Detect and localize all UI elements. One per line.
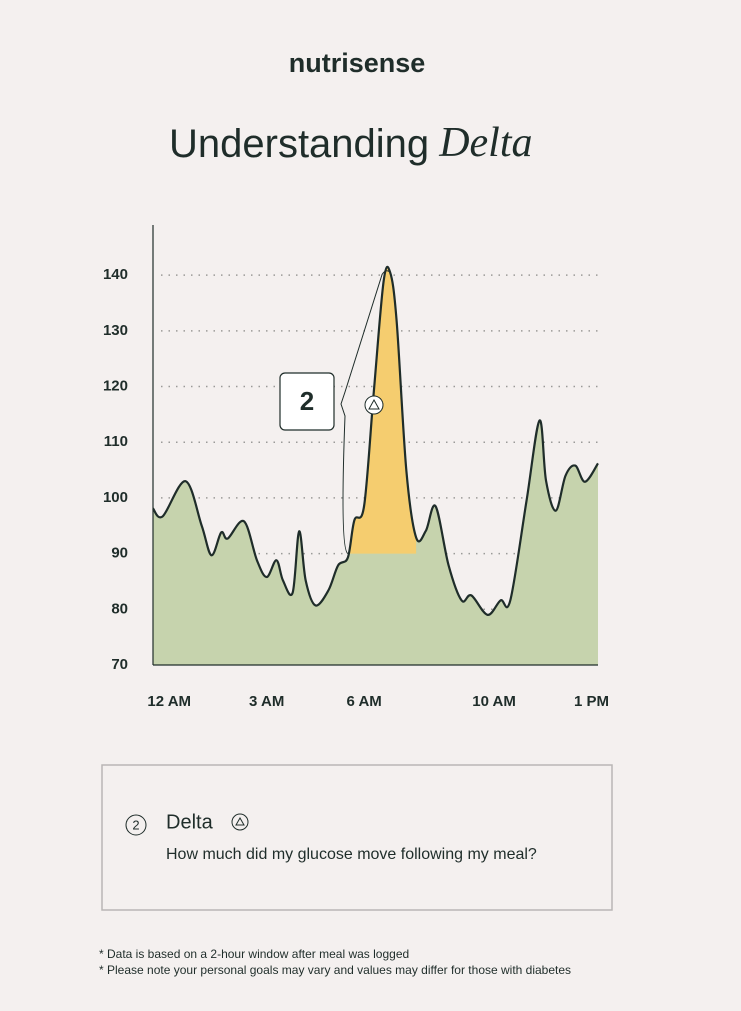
note-box (101, 764, 613, 911)
y-tick-label: 100 (103, 489, 128, 506)
chart: 70 80 90 100 110 120 130 140 12 AM 3 AM 6 AM 10 AM 1… (103, 225, 609, 710)
bracket (340, 270, 391, 555)
footnote: * Please note your personal goals may va… (99, 963, 571, 977)
x-tick-label: 6 AM (346, 693, 381, 710)
x-tick-label: 10 AM (472, 693, 516, 710)
y-tick-label: 90 (111, 545, 128, 562)
x-tick-label: 12 AM (147, 693, 191, 710)
annotation-box (279, 372, 335, 431)
y-tick-label: 70 (111, 656, 128, 673)
y-tick-label: 80 (111, 600, 128, 617)
line (152, 265, 599, 616)
y-tick-label: 110 (104, 433, 128, 450)
delta-icon-triangle (235, 816, 245, 826)
delta-icon (231, 813, 249, 831)
y-tick-label: 120 (103, 377, 128, 394)
title: Understanding Delta (169, 120, 533, 166)
annotation-label: 2 (300, 386, 314, 416)
x-tick-label: 3 AM (249, 693, 284, 710)
delta-highlight (348, 266, 417, 554)
title-emphasis: Delta (438, 120, 532, 166)
x-tick-label: 1 PM (574, 693, 609, 710)
delta-icon (364, 395, 384, 415)
note-number-circle (125, 814, 147, 836)
y-tick-label: 130 (103, 322, 128, 339)
title-main: Understanding (169, 122, 429, 166)
brand: nutrisense (289, 48, 426, 78)
note-number: 2 (132, 817, 139, 832)
footnote: * Data is based on a 2-hour window after… (99, 947, 409, 961)
y-tick-label: 140 (103, 266, 128, 283)
delta-icon-triangle (368, 398, 380, 410)
note-title: Delta (166, 811, 214, 833)
note-text: How much did my glucose move following m… (166, 846, 537, 863)
